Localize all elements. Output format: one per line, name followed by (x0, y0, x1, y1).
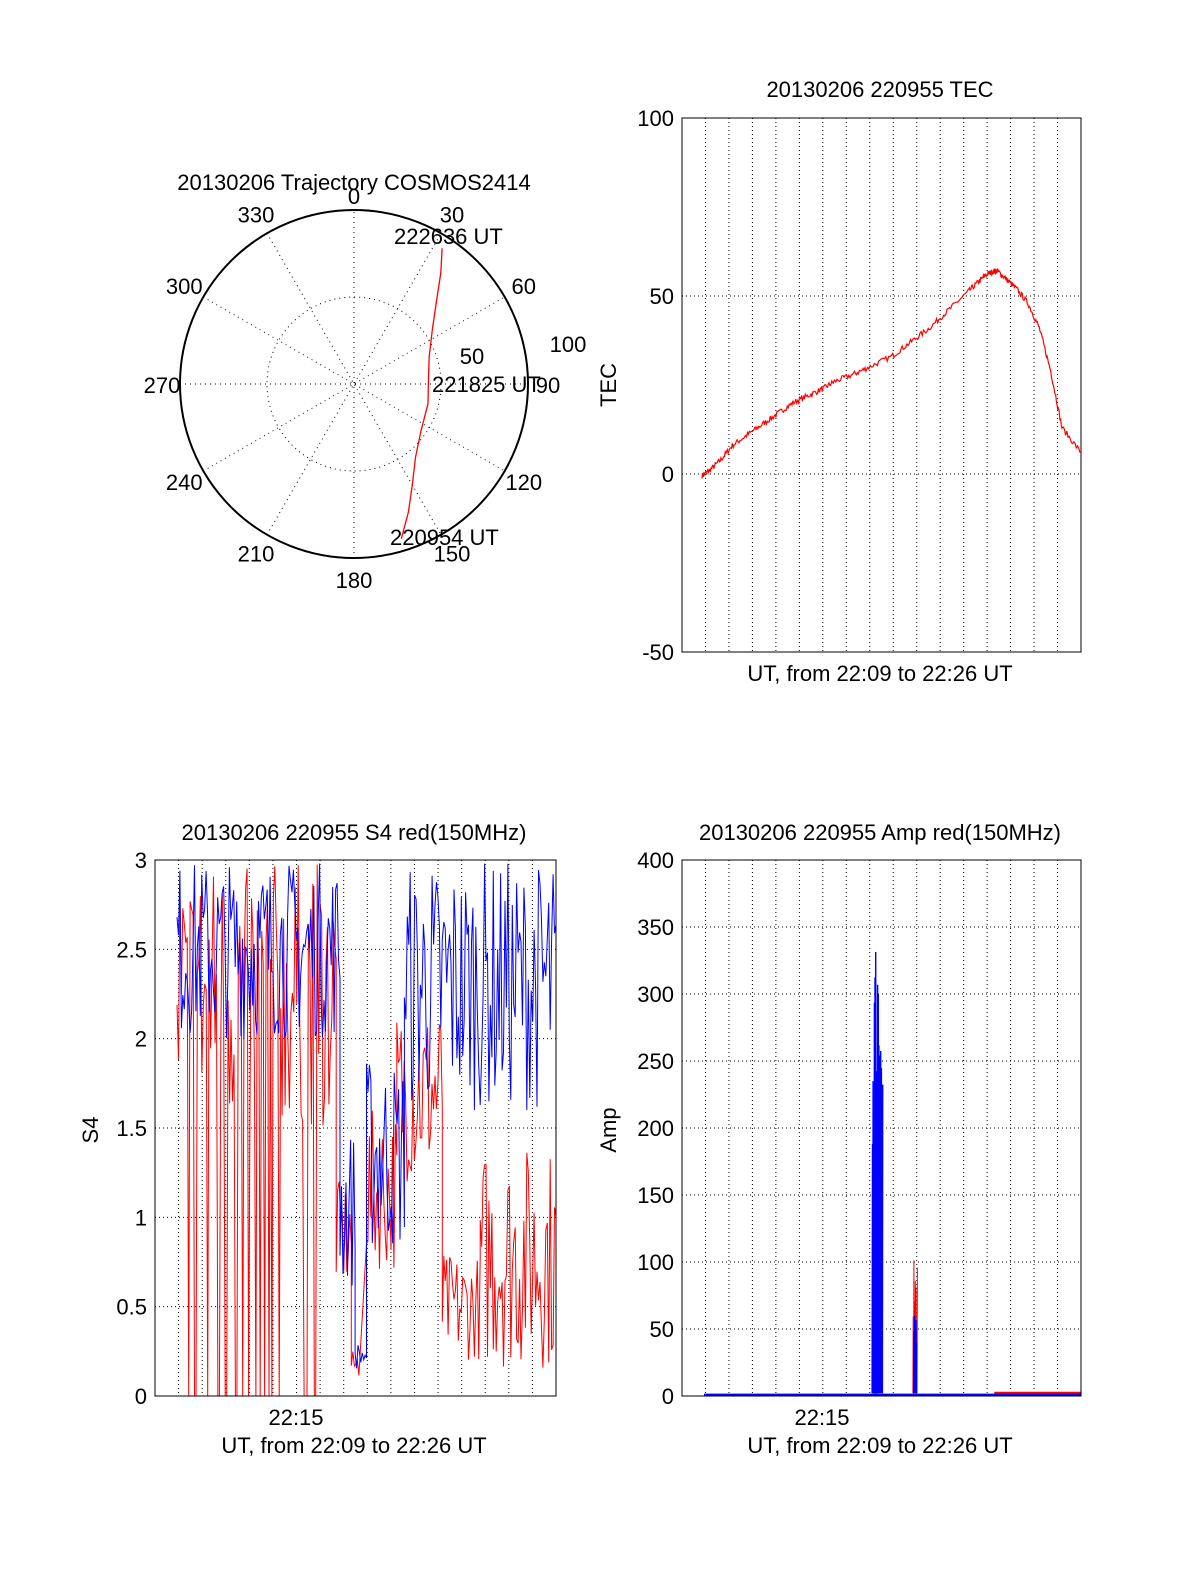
elevation-label-50: 50 (460, 344, 484, 369)
amp-y-ticks: 400 350 300 250 200 150 100 50 0 (637, 848, 674, 1409)
azimuth-label-90: 90 (536, 373, 560, 398)
tec-plot-frame (681, 117, 1082, 653)
amp-ylabel: Amp (596, 1107, 621, 1152)
s4-ylabel: S4 (78, 1117, 103, 1144)
amp-title: 20130206 220955 Amp red(150MHz) (699, 820, 1061, 845)
s4-ytick-label: 1.5 (116, 1116, 147, 1141)
s4-ytick-label: 2.5 (116, 937, 147, 962)
tec-panel: 20130206 220955 TEC 100 50 0 -50 TEC UT, fr… (596, 77, 1082, 686)
s4-ytick-label: 1 (135, 1205, 147, 1230)
s4-series-red (176, 864, 557, 1397)
polar-inner-ring (266, 296, 442, 472)
amp-series-blue-spike (875, 984, 880, 1394)
polar-spoke-30 (266, 233, 442, 535)
s4-plot-frame (154, 859, 557, 1397)
trajectory-track (400, 248, 443, 539)
amp-plot-frame (681, 859, 1082, 1397)
amp-ytick-label: 400 (637, 848, 674, 873)
amp-ytick-label: 250 (637, 1049, 674, 1074)
tec-ytick-label: 50 (650, 284, 674, 309)
tec-xlabel: UT, from 22:09 to 22:26 UT (747, 661, 1012, 686)
azimuth-label-30: 30 (440, 202, 464, 227)
amp-ytick-label: 0 (662, 1384, 674, 1409)
tec-series-line (701, 268, 1082, 479)
amp-xtick-label: 22:15 (794, 1405, 849, 1430)
azimuth-label-240: 240 (166, 470, 203, 495)
s4-ytick-label: 0 (135, 1384, 147, 1409)
amp-xlabel: UT, from 22:09 to 22:26 UT (747, 1433, 1012, 1458)
tec-ytick-label: -50 (642, 640, 674, 665)
s4-panel: 20130206 220955 S4 red(150MHz) 3 2.5 2 1.5 1… (78, 820, 557, 1458)
azimuth-label-270: 270 (144, 373, 181, 398)
amp-series (704, 951, 1081, 1396)
amp-grid (682, 860, 1081, 1396)
amp-ytick-label: 300 (637, 982, 674, 1007)
tec-ytick-label: 0 (662, 462, 674, 487)
s4-xtick-label: 22:15 (268, 1405, 323, 1430)
polar-outer-ring (179, 209, 529, 559)
tec-title: 20130206 220955 TEC (766, 77, 993, 102)
s4-title: 20130206 220955 S4 red(150MHz) (182, 820, 527, 845)
azimuth-label-180: 180 (336, 568, 373, 593)
tec-ytick-label: 100 (637, 106, 674, 131)
tec-grid (682, 118, 1081, 652)
s4-series (176, 863, 557, 1397)
azimuth-label-60: 60 (511, 274, 535, 299)
trajectory-start-label: 220954 UT (390, 525, 499, 550)
amp-series-blue-spike (879, 1050, 884, 1394)
s4-series-blue (176, 863, 557, 1369)
s4-ytick-label: 3 (135, 848, 147, 873)
s4-y-ticks: 3 2.5 2 1.5 1 0.5 0 (116, 848, 147, 1409)
azimuth-label-120: 120 (505, 470, 542, 495)
trajectory-panel: 20130206 Trajectory COSMOS2414 0 30 60 90 12… (144, 170, 587, 593)
azimuth-label-330: 330 (238, 202, 275, 227)
amp-ytick-label: 150 (637, 1183, 674, 1208)
amp-ytick-label: 350 (637, 915, 674, 940)
amp-series-blue-spike (912, 1315, 918, 1394)
tec-y-ticks: 100 50 0 -50 (637, 106, 674, 665)
trajectory-mid-label: 221825 UT (432, 372, 541, 397)
s4-ytick-label: 0.5 (116, 1295, 147, 1320)
azimuth-label-210: 210 (238, 542, 275, 567)
polar-spoke-120 (203, 296, 505, 472)
polar-spoke-60 (203, 296, 505, 472)
s4-xlabel: UT, from 22:09 to 22:26 UT (221, 1433, 486, 1458)
trajectory-title: 20130206 Trajectory COSMOS2414 (177, 170, 530, 195)
trajectory-end-label: 222636 UT (394, 224, 503, 249)
s4-ytick-label: 2 (135, 1027, 147, 1052)
amp-ytick-label: 100 (637, 1250, 674, 1275)
amp-ytick-label: 50 (650, 1317, 674, 1342)
amp-ytick-label: 200 (637, 1116, 674, 1141)
azimuth-label-0: 0 (348, 184, 360, 209)
azimuth-label-150: 150 (434, 542, 471, 567)
azimuth-label-300: 300 (166, 274, 203, 299)
amp-panel: 20130206 220955 Amp red(150MHz) 400 350 30… (596, 820, 1082, 1458)
tec-ylabel: TEC (596, 363, 621, 407)
elevation-label-100: 100 (550, 332, 587, 357)
azimuth-labels: 0 30 60 90 120 150 180 210 240 270 300 330 (144, 184, 561, 593)
